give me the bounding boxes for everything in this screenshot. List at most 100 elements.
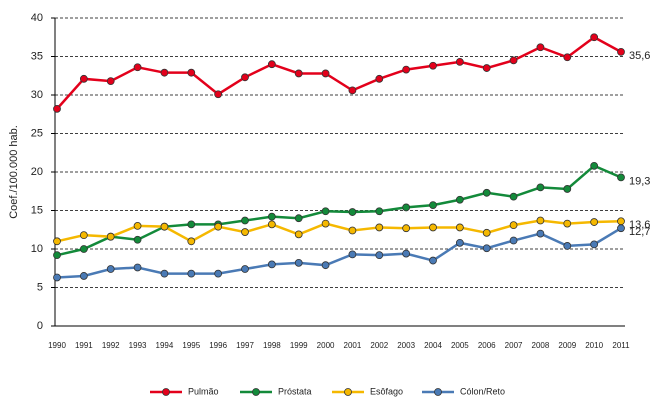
data-point: [482, 64, 491, 72]
value-label: 12,7: [629, 226, 650, 238]
data-point: [429, 61, 437, 70]
y-tick-label: 5: [37, 281, 43, 293]
data-point: [267, 212, 276, 221]
data-point: [241, 265, 249, 273]
data-point: [160, 68, 169, 77]
legend-marker: [344, 388, 352, 396]
data-point: [375, 207, 384, 216]
x-tick-label: 2009: [558, 341, 576, 350]
data-point: [106, 265, 115, 273]
y-tick-label: 30: [31, 89, 43, 101]
data-point: [375, 251, 384, 260]
y-tick-label: 0: [37, 320, 43, 332]
x-tick-label: 1994: [156, 341, 174, 350]
data-point: [455, 195, 464, 204]
data-point: [294, 258, 303, 267]
x-tick-label: 1991: [75, 341, 93, 350]
data-point: [617, 173, 625, 182]
data-point: [321, 207, 330, 216]
data-point: [53, 104, 61, 113]
data-point: [375, 223, 384, 232]
series-line: [56, 35, 622, 110]
data-point: [133, 63, 142, 72]
x-tick-label: 2010: [585, 341, 603, 350]
y-tick-label: 40: [31, 12, 43, 24]
y-tick-label: 25: [31, 127, 43, 139]
data-point: [563, 219, 572, 228]
data-point: [187, 269, 196, 278]
value-label: 19,3: [629, 175, 650, 187]
value-label: 13,6: [629, 219, 650, 231]
series-line: [56, 219, 622, 243]
data-point: [375, 74, 384, 83]
data-point: [429, 223, 437, 232]
data-point: [133, 235, 142, 244]
data-point: [267, 260, 276, 269]
x-tick-label: 2011: [612, 341, 630, 350]
x-tick-label: 1997: [236, 341, 254, 350]
data-point: [294, 230, 303, 239]
x-tick-label: 2005: [451, 341, 469, 350]
data-point: [402, 65, 411, 74]
data-point: [79, 272, 88, 280]
data-point: [53, 251, 61, 260]
data-point: [187, 237, 196, 246]
data-point: [294, 69, 303, 78]
data-point: [617, 47, 625, 56]
data-point: [348, 208, 357, 216]
x-tick-label: 1999: [290, 341, 308, 350]
data-point: [241, 73, 249, 82]
x-tick-label: 2004: [424, 341, 442, 350]
value-label: 35,6: [629, 50, 650, 62]
data-point: [482, 188, 491, 197]
series-line: [56, 227, 622, 279]
data-point: [133, 263, 142, 272]
data-point: [455, 223, 464, 232]
x-tick-label: 2001: [344, 341, 362, 350]
data-point: [482, 244, 491, 253]
data-point: [536, 43, 545, 52]
data-point: [402, 249, 411, 258]
data-point: [348, 86, 357, 95]
legend-marker: [252, 388, 260, 396]
data-point: [79, 245, 88, 253]
x-tick-label: 1998: [263, 341, 281, 350]
data-point: [348, 226, 357, 235]
data-point: [267, 60, 276, 69]
data-point: [160, 269, 169, 278]
x-tick-label: 1990: [48, 341, 66, 350]
legend-label: Pulmão: [188, 386, 219, 396]
data-point: [536, 229, 545, 238]
x-tick-label: 2006: [478, 341, 496, 350]
data-point: [348, 250, 357, 259]
x-tick-label: 2000: [317, 341, 335, 350]
data-point: [509, 56, 518, 65]
data-point: [429, 256, 437, 265]
data-point: [53, 273, 61, 282]
data-point: [106, 232, 115, 241]
data-point: [214, 222, 223, 231]
data-point: [563, 53, 572, 62]
data-point: [133, 221, 142, 230]
data-point: [160, 222, 169, 231]
y-axis-label: Coef./100.000 hab.: [8, 125, 20, 219]
x-tick-label: 1996: [209, 341, 227, 350]
y-tick-label: 35: [31, 50, 43, 62]
data-point: [509, 236, 518, 245]
data-point: [106, 77, 115, 86]
data-point: [187, 220, 196, 229]
data-point: [241, 228, 249, 236]
x-tick-label: 2003: [397, 341, 415, 350]
data-point: [590, 218, 599, 226]
data-point: [321, 219, 330, 228]
data-point: [455, 57, 464, 66]
data-point: [294, 214, 303, 223]
data-point: [321, 69, 330, 78]
data-point: [429, 201, 437, 210]
x-tick-label: 2008: [532, 341, 550, 350]
series-line: [56, 164, 622, 257]
data-point: [214, 90, 223, 99]
data-point: [321, 261, 330, 270]
data-point: [536, 216, 545, 225]
data-point: [536, 183, 545, 192]
